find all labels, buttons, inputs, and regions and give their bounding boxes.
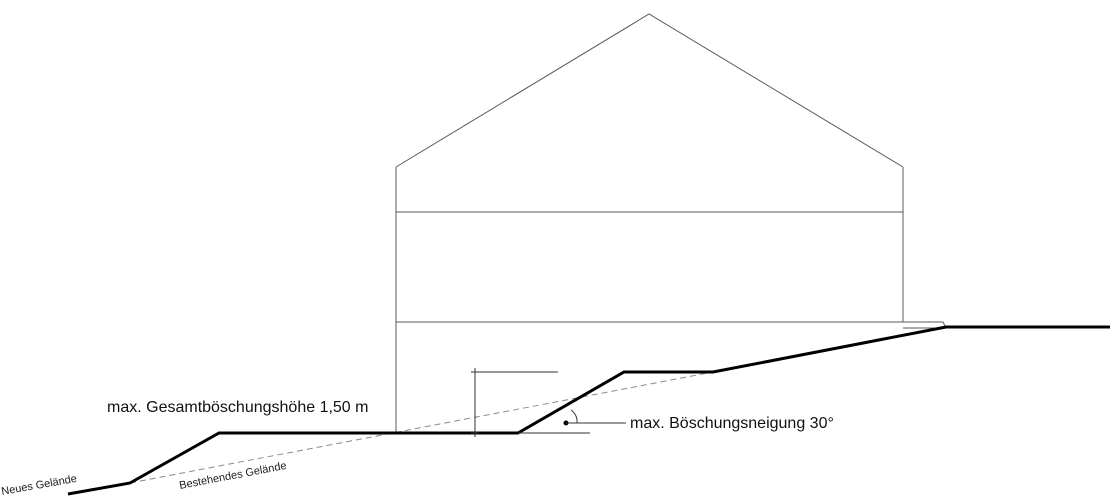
new-terrain-line bbox=[67, 325, 1110, 496]
slope-angle-label: max. Böschungsneigung 30° bbox=[630, 415, 834, 432]
existing-terrain-label: Bestehendes Gelände bbox=[178, 460, 287, 492]
house bbox=[395, 13, 947, 432]
total-height-label: max. Gesamtböschungshöhe 1,50 m bbox=[107, 399, 368, 416]
slope-angle-arc bbox=[570, 409, 578, 424]
new-terrain-label: Neues Gelände bbox=[0, 473, 77, 498]
house-roof bbox=[395, 13, 904, 168]
existing-terrain-line bbox=[129, 371, 714, 484]
house-base-plate bbox=[903, 321, 947, 329]
slope-angle-indicator bbox=[518, 409, 626, 434]
height-dimension bbox=[471, 368, 558, 437]
